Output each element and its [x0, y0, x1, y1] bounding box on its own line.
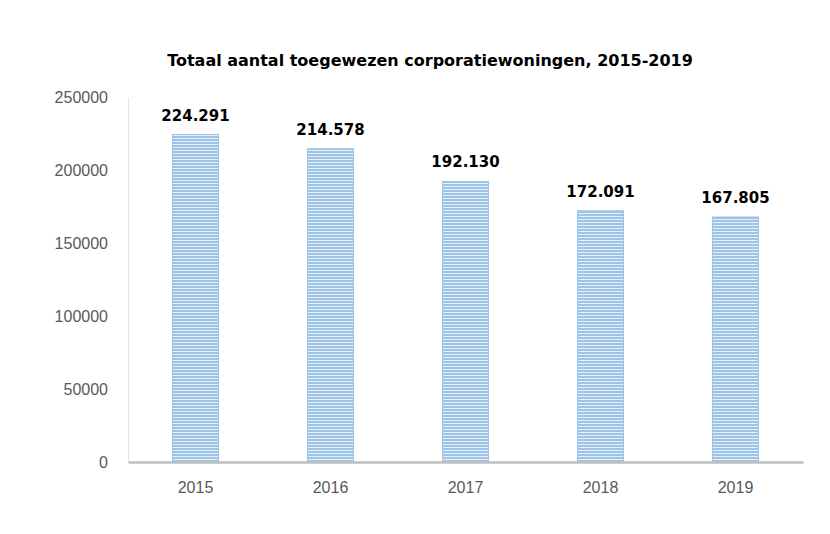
x-tick: 2015	[178, 462, 214, 496]
x-tick-label: 2015	[178, 479, 214, 496]
y-tick: 0	[99, 454, 128, 471]
bar	[713, 217, 759, 462]
data-label: 224.291	[161, 107, 229, 125]
data-label: 172.091	[566, 183, 634, 201]
y-tick: 250000	[55, 89, 128, 106]
data-label: 192.130	[431, 153, 499, 171]
bar	[308, 149, 354, 462]
y-tick-label: 50000	[64, 381, 109, 398]
title: Totaal aantal toegewezen corporatiewonin…	[167, 51, 693, 70]
y-tick-label: 250000	[55, 89, 108, 106]
bar	[578, 211, 624, 462]
y-tick-label: 150000	[55, 235, 108, 252]
x-tick-label: 2019	[718, 479, 754, 496]
x-tick: 2018	[583, 462, 619, 496]
x-tick: 2017	[448, 462, 484, 496]
y-tick: 150000	[55, 235, 128, 252]
data-label: 167.805	[701, 189, 769, 207]
x-axis: 2015 2016 2017 2018 2019	[129, 462, 804, 496]
y-axis: 0 50000 100000 150000 200000 250000	[55, 89, 129, 471]
x-tick-label: 2017	[448, 479, 484, 496]
y-tick: 50000	[64, 381, 129, 398]
data-labels: 224.291 214.578 192.130 172.091 167.805	[161, 107, 769, 207]
chart: 0500001000001500002000002500002015201620…	[0, 0, 830, 534]
bars	[173, 135, 759, 462]
plot: 0500001000001500002000002500002015201620…	[55, 89, 804, 497]
x-tick: 2019	[718, 462, 754, 496]
x-tick-label: 2016	[313, 479, 349, 496]
y-tick-label: 100000	[55, 308, 108, 325]
x-axis-line	[129, 461, 804, 464]
y-tick-label: 200000	[55, 162, 108, 179]
y-tick-label: 0	[99, 454, 108, 471]
x-tick: 2016	[313, 462, 349, 496]
data-label: 214.578	[296, 121, 364, 139]
bar	[173, 135, 219, 462]
y-tick: 200000	[55, 162, 128, 179]
y-axis-line	[128, 98, 129, 463]
bar	[443, 181, 489, 462]
x-tick-label: 2018	[583, 479, 619, 496]
y-tick: 100000	[55, 308, 128, 325]
